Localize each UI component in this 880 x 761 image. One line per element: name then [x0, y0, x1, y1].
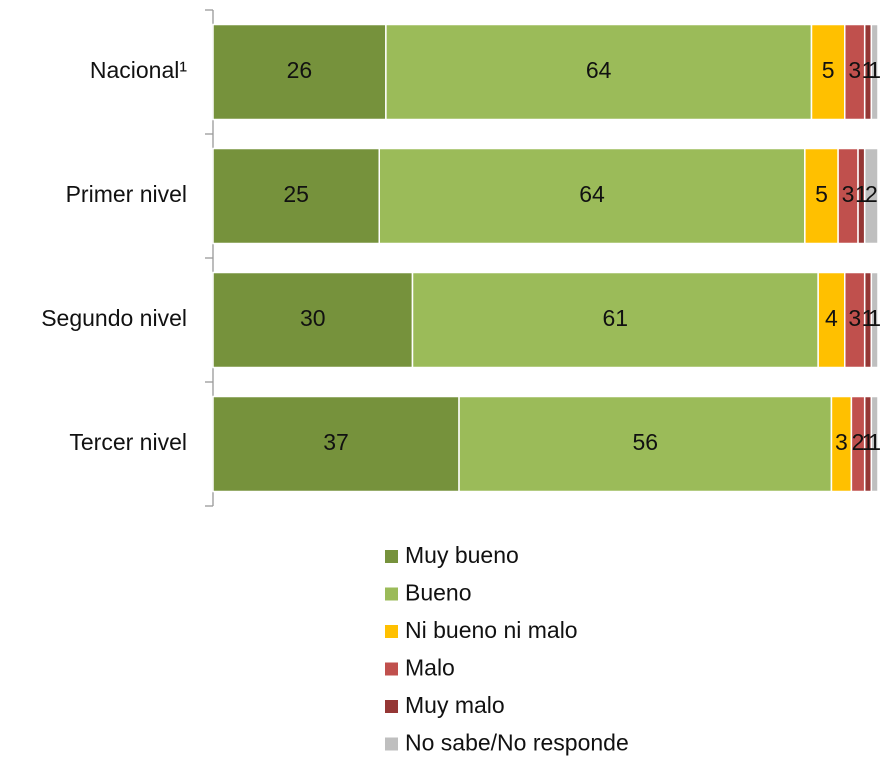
legend-label: Muy bueno: [405, 542, 519, 568]
data-label: 61: [603, 305, 629, 331]
legend-swatch: [385, 662, 398, 676]
data-label: 37: [323, 429, 349, 455]
y-tick-label: Primer nivel: [66, 181, 187, 207]
bar-segment: [870, 395, 879, 493]
data-label: 25: [283, 181, 309, 207]
legend-label: Muy malo: [405, 692, 505, 718]
data-label: 3: [848, 305, 861, 331]
legend-swatch: [385, 737, 398, 751]
bar-segment: [212, 395, 460, 493]
data-label: 1: [868, 305, 880, 331]
y-axis: [205, 9, 214, 507]
data-label: 1: [862, 305, 875, 331]
legend-label: Bueno: [405, 580, 472, 606]
data-label: 3: [848, 57, 861, 83]
data-label: 1: [862, 429, 875, 455]
bar-segment: [870, 23, 879, 121]
legend-label: Ni bueno ni malo: [405, 617, 578, 643]
y-tick-label: Tercer nivel: [69, 429, 187, 455]
data-label: 30: [300, 305, 326, 331]
legend-swatch: [385, 625, 398, 638]
bar-segment: [817, 271, 846, 369]
data-label: 5: [822, 57, 835, 83]
y-tick-label: Nacional¹: [90, 57, 187, 83]
data-label: 1: [855, 181, 868, 207]
data-label: 2: [865, 181, 878, 207]
bar-segment: [212, 271, 414, 369]
y-tick-label: Segundo nivel: [41, 305, 187, 331]
data-label: 64: [579, 181, 605, 207]
data-label: 2: [852, 429, 865, 455]
bar-segment: [378, 147, 806, 245]
legend-swatch: [385, 550, 398, 563]
data-label: 64: [586, 57, 612, 83]
data-label: 3: [835, 429, 848, 455]
bar-segment: [411, 271, 819, 369]
data-label: 3: [842, 181, 855, 207]
bar-segment: [212, 23, 387, 121]
legend-label: Malo: [405, 655, 455, 681]
data-label: 1: [868, 429, 880, 455]
bar-segment: [863, 147, 879, 245]
data-label: 4: [825, 305, 838, 331]
bar-segment: [458, 395, 833, 493]
legend-swatch: [385, 587, 398, 601]
data-label: 26: [287, 57, 313, 83]
legend-swatch: [385, 700, 398, 713]
data-label: 1: [862, 57, 875, 83]
data-label: 5: [815, 181, 828, 207]
legend-label: No sabe/No responde: [405, 730, 629, 756]
data-label: 1: [868, 57, 880, 83]
bar-segment: [804, 147, 839, 245]
data-label: 56: [632, 429, 658, 455]
bar-segment: [870, 271, 879, 369]
